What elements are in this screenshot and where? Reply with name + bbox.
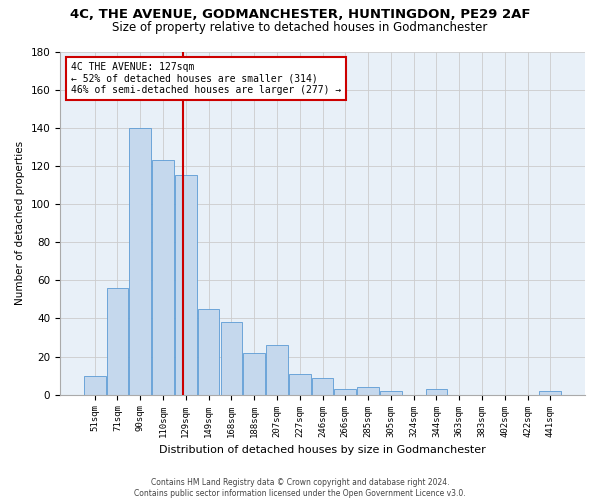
Text: 4C THE AVENUE: 127sqm
← 52% of detached houses are smaller (314)
46% of semi-det: 4C THE AVENUE: 127sqm ← 52% of detached … bbox=[71, 62, 341, 95]
Bar bbox=[266, 345, 288, 395]
Bar bbox=[198, 309, 220, 394]
Bar bbox=[425, 389, 447, 394]
Bar bbox=[539, 391, 561, 394]
Bar bbox=[334, 389, 356, 394]
X-axis label: Distribution of detached houses by size in Godmanchester: Distribution of detached houses by size … bbox=[159, 445, 486, 455]
Bar bbox=[175, 176, 197, 394]
Bar bbox=[311, 378, 334, 394]
Bar bbox=[107, 288, 128, 395]
Bar bbox=[130, 128, 151, 394]
Bar bbox=[289, 374, 311, 394]
Bar bbox=[152, 160, 174, 394]
Bar bbox=[84, 376, 106, 394]
Text: Size of property relative to detached houses in Godmanchester: Size of property relative to detached ho… bbox=[112, 22, 488, 35]
Text: 4C, THE AVENUE, GODMANCHESTER, HUNTINGDON, PE29 2AF: 4C, THE AVENUE, GODMANCHESTER, HUNTINGDO… bbox=[70, 8, 530, 20]
Bar bbox=[380, 391, 401, 394]
Bar bbox=[221, 322, 242, 394]
Y-axis label: Number of detached properties: Number of detached properties bbox=[15, 141, 25, 305]
Bar bbox=[357, 387, 379, 394]
Text: Contains HM Land Registry data © Crown copyright and database right 2024.
Contai: Contains HM Land Registry data © Crown c… bbox=[134, 478, 466, 498]
Bar bbox=[244, 352, 265, 395]
